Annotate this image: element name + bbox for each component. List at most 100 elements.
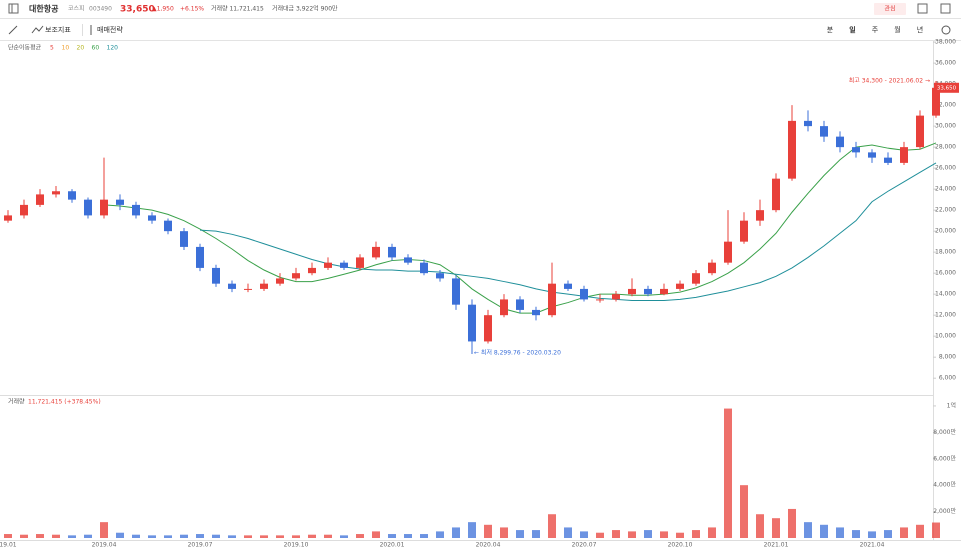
candle-body (788, 120, 796, 179)
favorite-label: 관심 (884, 5, 895, 13)
volume-bar (484, 524, 492, 538)
candle-body (580, 288, 588, 300)
volume-bar (356, 534, 364, 538)
x-tick-label: 19.01 (0, 542, 17, 549)
candle-body (532, 309, 540, 316)
volume-bar (340, 535, 348, 538)
volume-bar (132, 534, 140, 538)
edit-icon[interactable] (917, 3, 928, 14)
price: 33,650 (120, 5, 155, 15)
period-button[interactable]: 일 (849, 25, 855, 34)
volume-tick-label: 4,000만 (933, 481, 956, 489)
volume-bar (68, 535, 76, 538)
period-button[interactable]: 분 (827, 26, 834, 34)
period-button[interactable]: 월 (894, 25, 900, 34)
candle-body (244, 288, 252, 290)
volume-bar (212, 534, 220, 538)
volume-bar (196, 534, 204, 538)
candle-body (468, 304, 476, 342)
volume-bar (708, 527, 716, 538)
y-tick-label: 26,000 (935, 165, 956, 172)
candle-body (724, 241, 732, 263)
period-button[interactable]: 주 (872, 26, 879, 34)
candle-body (68, 191, 76, 200)
volume-bar (20, 534, 28, 538)
volume-bar (436, 531, 444, 538)
candle-body (884, 157, 892, 163)
volume-bar (724, 408, 732, 538)
volume-bar (276, 535, 284, 538)
volume-bar (900, 527, 908, 538)
indicator-button[interactable]: 보조지표 (45, 25, 71, 34)
x-tick-label: 2020.10 (668, 542, 693, 549)
volume-bar (100, 522, 108, 538)
volume-bar (820, 524, 828, 538)
ma-title: 단순이동평균 (8, 44, 42, 52)
volume-bar (180, 534, 188, 538)
period-button[interactable]: 년 (917, 25, 923, 34)
y-tick-label: 28,000 (935, 144, 956, 151)
volume-bar (772, 518, 780, 538)
volume-bar (36, 534, 44, 538)
expand-icon[interactable] (940, 3, 951, 14)
volume-bar (852, 530, 860, 538)
volume-bar (308, 534, 316, 538)
ma-legend: 10 (62, 45, 70, 52)
strategy-button[interactable]: 매매전략 (97, 25, 123, 34)
y-tick-label: 8,000 (939, 354, 956, 361)
settings-icon[interactable] (941, 25, 951, 35)
candle-body (36, 194, 44, 205)
candle-body (372, 246, 380, 258)
change: ▲1,950 (152, 6, 174, 13)
market: 코스피 (68, 5, 85, 13)
candle-body (388, 246, 396, 258)
x-tick-label: 2020.01 (380, 542, 405, 549)
candle-body (564, 283, 572, 289)
y-tick-label: 14,000 (935, 291, 956, 298)
indicator-icon[interactable] (31, 25, 44, 34)
draw-tool-icon[interactable] (8, 25, 18, 35)
volume-tick-label: 8,000만 (933, 428, 956, 436)
volume-tick-label: 1억 (947, 401, 956, 409)
volume-bar (148, 535, 156, 538)
favorite-button[interactable] (874, 3, 906, 15)
volume-bar (916, 524, 924, 538)
candle-body (292, 273, 300, 279)
candle-body (100, 199, 108, 216)
candle-body (628, 288, 636, 295)
volume-bar (676, 532, 684, 538)
volume-bar (532, 530, 540, 538)
x-tick-label: 2019.10 (284, 542, 309, 549)
candle-body (932, 87, 940, 116)
ma-line (199, 162, 937, 301)
candle-body (612, 294, 620, 300)
x-tick-label: 2021.04 (860, 542, 885, 549)
volume-bar (548, 514, 556, 538)
volume-bar (292, 535, 300, 538)
candle-body (676, 283, 684, 289)
candle-body (228, 283, 236, 289)
rate: +6.15% (180, 6, 204, 13)
volume-bar (4, 534, 12, 538)
y-tick-label: 30,000 (935, 123, 956, 130)
volume-tick-label: 2,000만 (933, 507, 956, 515)
stock-name: 대한항공 (29, 4, 59, 14)
sidebar-icon[interactable] (8, 3, 19, 14)
candle-body (180, 231, 188, 247)
candle-body (164, 220, 172, 232)
candle-body (756, 210, 764, 221)
volume-bar (868, 531, 876, 538)
volume-bar (660, 531, 668, 538)
x-tick-label: 2020.04 (476, 542, 501, 549)
volume-bar (756, 514, 764, 538)
candle-body (276, 278, 284, 284)
candle-body (420, 262, 428, 274)
candle-body (836, 136, 844, 148)
code: 003490 (89, 6, 112, 13)
volume-bar (164, 535, 172, 538)
y-tick-label: 24,000 (935, 186, 956, 193)
x-tick-label: 2021.01 (764, 542, 789, 549)
volume-bar (404, 534, 412, 538)
